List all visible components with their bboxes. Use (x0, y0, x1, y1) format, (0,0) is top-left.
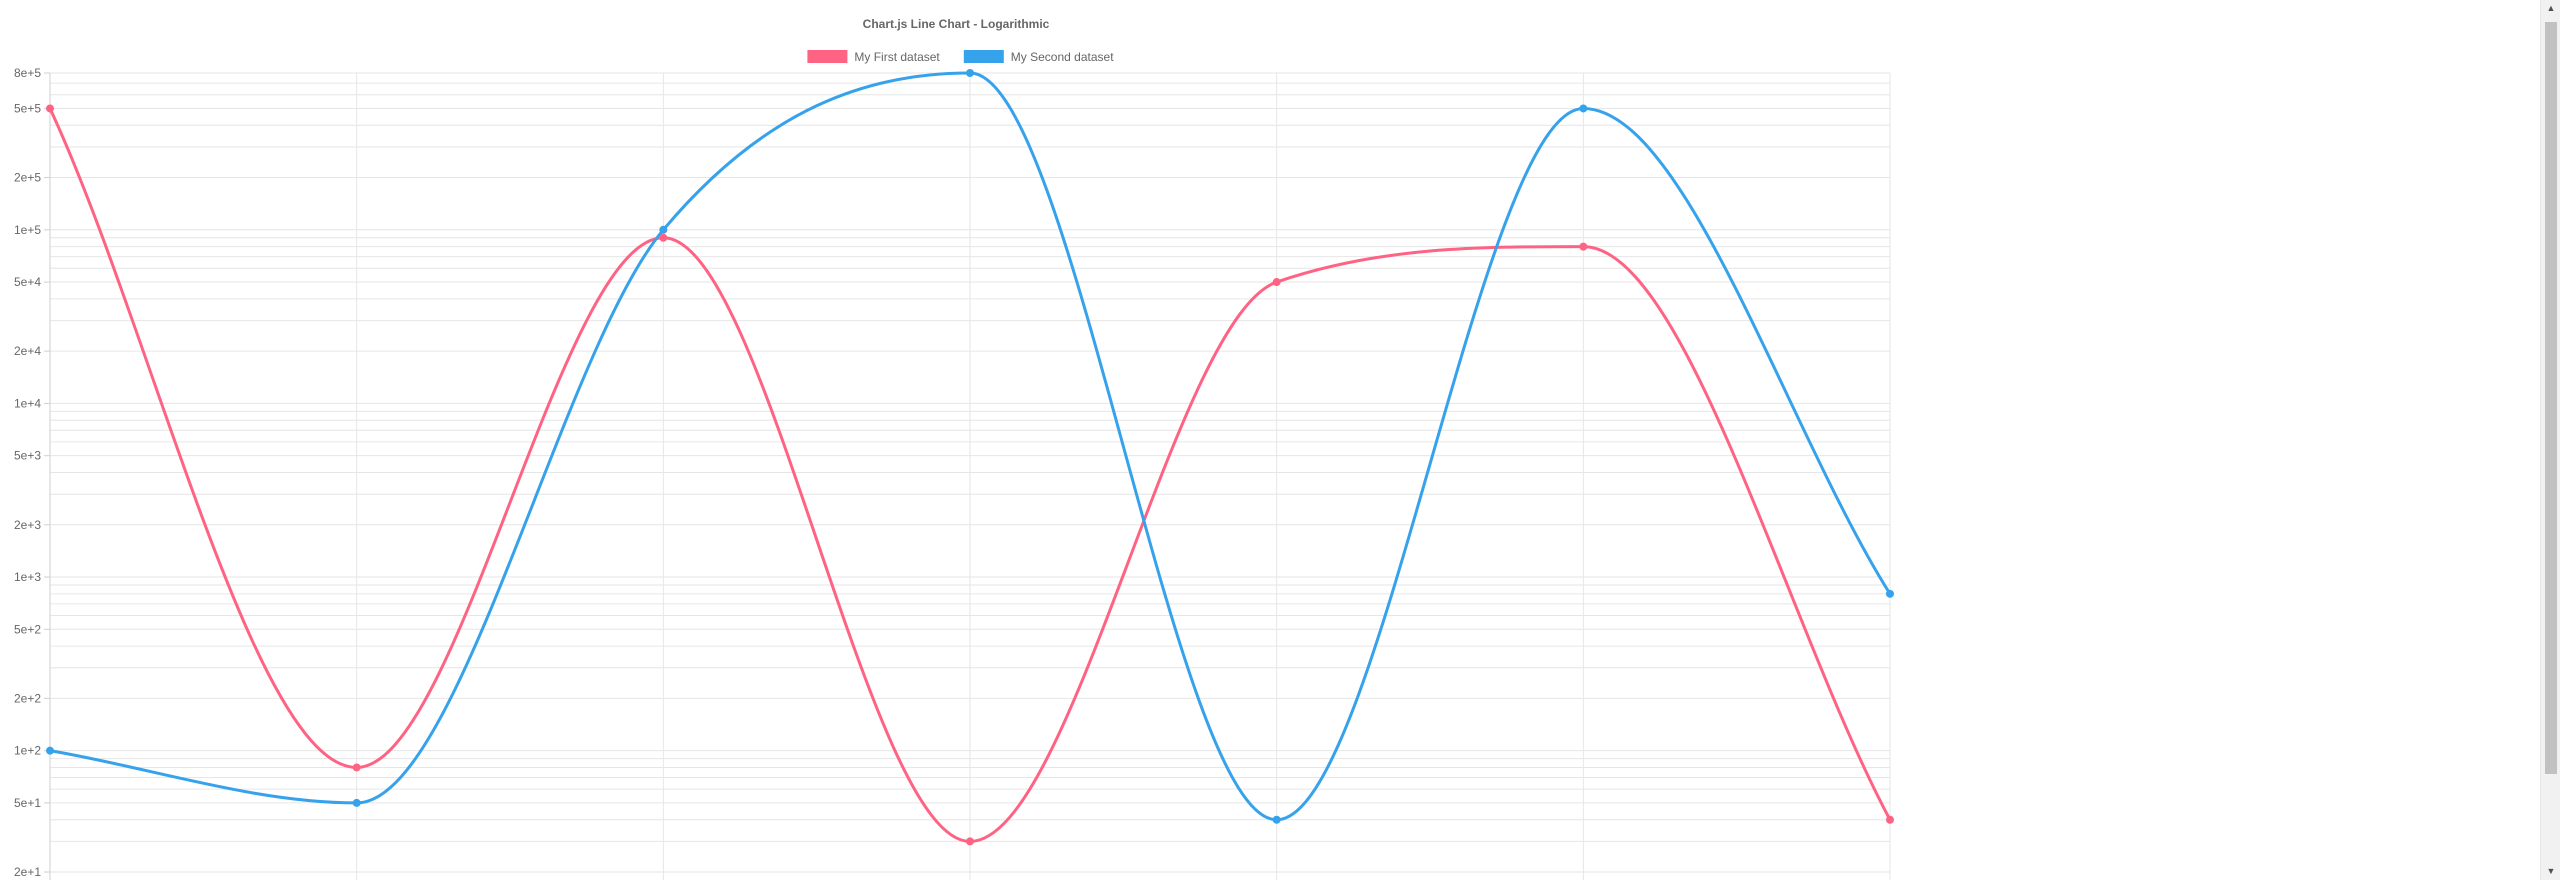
legend-item[interactable]: My First dataset (807, 50, 940, 64)
legend-swatch (963, 50, 1004, 63)
data-point-series-1[interactable] (352, 763, 361, 772)
y-tick-label: 1e+4 (14, 396, 41, 410)
y-tick-label: 2e+1 (14, 865, 41, 879)
y-tick-label: 1e+3 (14, 570, 41, 584)
chart-title: Chart.js Line Chart - Logarithmic (863, 17, 1050, 31)
y-tick-label: 5e+1 (14, 796, 41, 810)
scrollbar-thumb[interactable] (2545, 22, 2557, 774)
data-point-series-2[interactable] (1272, 815, 1281, 824)
data-point-series-1[interactable] (46, 104, 54, 113)
y-tick-label: 2e+3 (14, 518, 41, 532)
data-point-series-2[interactable] (1886, 589, 1894, 598)
data-point-series-2[interactable] (659, 225, 668, 234)
data-point-series-2[interactable] (46, 746, 54, 755)
legend-label: My First dataset (854, 50, 940, 64)
y-tick-label: 5e+5 (14, 101, 41, 115)
y-tick-label: 1e+2 (14, 744, 41, 758)
y-tick-label: 5e+3 (14, 449, 41, 463)
legend[interactable]: My First dataset My Second dataset (807, 50, 1114, 64)
y-tick-label: 2e+2 (14, 691, 41, 705)
y-tick-label: 8e+5 (14, 66, 41, 80)
legend-item[interactable]: My Second dataset (963, 50, 1114, 64)
y-tick-label: 2e+4 (14, 344, 41, 358)
data-point-series-1[interactable] (1886, 815, 1894, 824)
legend-label: My Second dataset (1011, 50, 1114, 64)
legend-swatch (807, 50, 848, 63)
data-point-series-1[interactable] (966, 837, 974, 846)
y-tick-label: 5e+4 (14, 275, 41, 289)
scroll-down-arrow-icon[interactable]: ▼ (2546, 866, 2556, 876)
scroll-up-arrow-icon[interactable]: ▲ (2546, 3, 2556, 13)
data-point-series-2[interactable] (966, 69, 974, 77)
y-tick-label: 5e+2 (14, 622, 41, 636)
data-point-series-2[interactable] (352, 798, 361, 807)
data-points (46, 69, 1894, 846)
y-tick-label: 1e+5 (14, 223, 41, 237)
y-axis-tick-labels: 8e+5 5e+5 2e+5 1e+5 5e+4 2e+4 1e+4 5e+3 2e+3 1e+3… (14, 66, 50, 879)
data-point-series-1[interactable] (1579, 242, 1588, 251)
data-point-series-1[interactable] (1272, 278, 1281, 287)
y-tick-label: 2e+5 (14, 171, 41, 185)
grid (49, 72, 1891, 880)
data-point-series-1[interactable] (659, 233, 668, 242)
vertical-scrollbar[interactable]: ▲ ▼ (2540, 0, 2560, 880)
data-point-series-2[interactable] (1579, 104, 1588, 113)
